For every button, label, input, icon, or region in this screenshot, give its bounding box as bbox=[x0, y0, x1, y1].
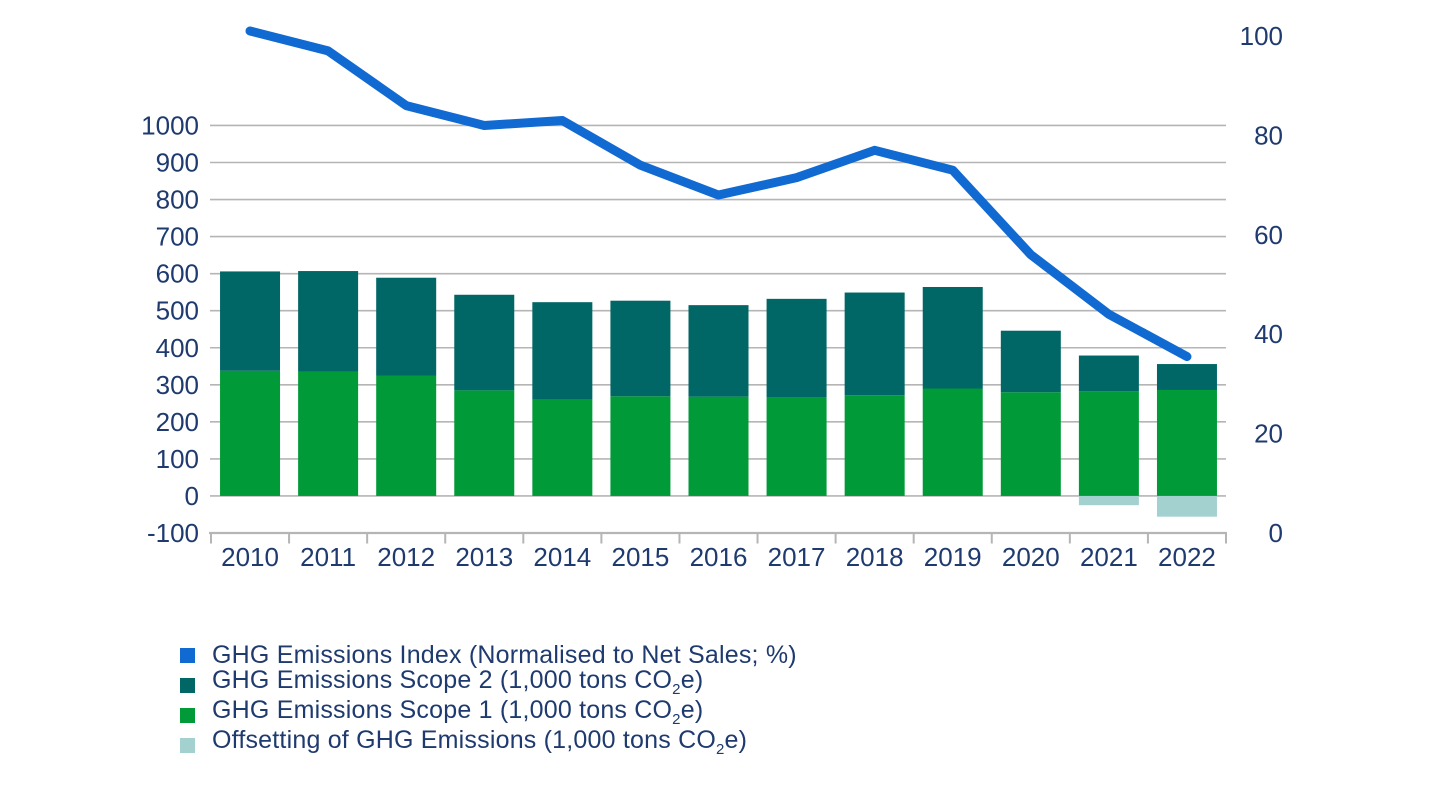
chart-svg: 10009008007006005004003002001000-1001008… bbox=[141, 21, 1283, 572]
right-axis-label: 100 bbox=[1240, 21, 1283, 51]
bar-scope2-2011 bbox=[298, 271, 359, 372]
x-axis-label: 2019 bbox=[924, 542, 982, 572]
x-axis-label: 2021 bbox=[1080, 542, 1138, 572]
legend-label-offset: Offsetting of GHG Emissions (1,000 tons … bbox=[212, 726, 748, 758]
legend-label-scope1: GHG Emissions Scope 1 (1,000 tons CO2e) bbox=[212, 696, 704, 728]
left-axis-label: 200 bbox=[156, 407, 199, 437]
bar-scope1-2020 bbox=[1000, 392, 1061, 496]
bar-scope1-2011 bbox=[298, 371, 359, 496]
left-axis-label: 0 bbox=[185, 481, 199, 511]
bar-scope2-2013 bbox=[454, 294, 515, 391]
bar-scope1-2015 bbox=[610, 396, 671, 496]
x-axis-label: 2022 bbox=[1158, 542, 1216, 572]
bar-scope1-2016 bbox=[688, 396, 749, 496]
left-axis-label: 600 bbox=[156, 259, 199, 289]
bar-scope2-2014 bbox=[532, 302, 593, 400]
left-axis-label: 300 bbox=[156, 370, 199, 400]
bar-offset-2022 bbox=[1156, 495, 1217, 517]
legend: GHG Emissions Index (Normalised to Net S… bbox=[180, 640, 797, 760]
x-axis-label: 2015 bbox=[612, 542, 670, 572]
bar-scope2-2018 bbox=[844, 292, 905, 396]
bar-scope2-2019 bbox=[922, 286, 983, 389]
legend-swatch-scope2 bbox=[180, 677, 195, 693]
x-axis-label: 2014 bbox=[533, 542, 591, 572]
bar-scope2-2020 bbox=[1000, 330, 1061, 393]
bar-offset-2021 bbox=[1078, 495, 1139, 506]
left-axis-label: 100 bbox=[156, 444, 199, 474]
bar-scope1-2014 bbox=[532, 399, 593, 496]
ghg-emissions-chart: 1000 900 800 700 600 500 400 300 200 100 0 -100 100 8… bbox=[141, 21, 1283, 572]
x-axis-label: 2020 bbox=[1002, 542, 1060, 572]
bar-scope1-2010 bbox=[220, 370, 281, 496]
bar-scope2-2021 bbox=[1078, 355, 1139, 392]
bar-scope1-2018 bbox=[844, 395, 905, 496]
left-axis-label: 1000 bbox=[141, 110, 199, 140]
right-axis-label: 20 bbox=[1254, 419, 1283, 449]
x-axis-label: 2010 bbox=[221, 542, 279, 572]
legend-label-index: GHG Emissions Index (Normalised to Net S… bbox=[212, 641, 797, 669]
bar-scope1-2021 bbox=[1078, 391, 1139, 496]
bar-scope2-2010 bbox=[220, 271, 281, 371]
bar-scope2-2017 bbox=[766, 298, 827, 398]
x-axis-label: 2017 bbox=[768, 542, 826, 572]
bar-scope2-2022 bbox=[1156, 364, 1217, 390]
x-axis-label: 2018 bbox=[846, 542, 904, 572]
bar-scope1-2013 bbox=[454, 390, 515, 496]
legend-item-offset: Offsetting of GHG Emissions (1,000 tons … bbox=[180, 726, 797, 760]
legend-label-scope2: GHG Emissions Scope 2 (1,000 tons CO2e) bbox=[212, 666, 704, 698]
right-axis-label: 80 bbox=[1254, 120, 1283, 150]
x-axis-label: 2011 bbox=[300, 542, 356, 572]
right-axis-label: 60 bbox=[1254, 220, 1283, 250]
left-axis-label: -100 bbox=[147, 518, 199, 548]
bar-scope2-2012 bbox=[376, 277, 437, 376]
bar-scope1-2022 bbox=[1156, 389, 1217, 496]
legend-item-index: GHG Emissions Index (Normalised to Net S… bbox=[180, 640, 797, 670]
legend-item-scope1: GHG Emissions Scope 1 (1,000 tons CO2e) bbox=[180, 696, 797, 730]
bar-scope2-2015 bbox=[610, 300, 671, 397]
left-axis-label: 500 bbox=[156, 296, 199, 326]
bar-scope1-2012 bbox=[376, 375, 437, 496]
legend-swatch-offset bbox=[180, 737, 195, 753]
x-axis-label: 2013 bbox=[455, 542, 513, 572]
legend-swatch-scope1 bbox=[180, 707, 195, 723]
right-axis-label: 0 bbox=[1269, 518, 1283, 548]
bar-scope1-2017 bbox=[766, 397, 827, 496]
right-axis-label: 40 bbox=[1254, 319, 1283, 349]
x-axis-label: 2016 bbox=[690, 542, 748, 572]
left-axis-label: 800 bbox=[156, 185, 199, 215]
left-axis-label: 400 bbox=[156, 333, 199, 363]
left-axis-label: 700 bbox=[156, 222, 199, 252]
bar-scope1-2019 bbox=[922, 388, 983, 496]
legend-swatch-index bbox=[180, 647, 195, 663]
index-line bbox=[245, 26, 1192, 362]
left-axis-label: 900 bbox=[156, 148, 199, 178]
x-axis-label: 2012 bbox=[377, 542, 435, 572]
bar-scope2-2016 bbox=[688, 305, 749, 397]
legend-item-scope2: GHG Emissions Scope 2 (1,000 tons CO2e) bbox=[180, 666, 797, 700]
